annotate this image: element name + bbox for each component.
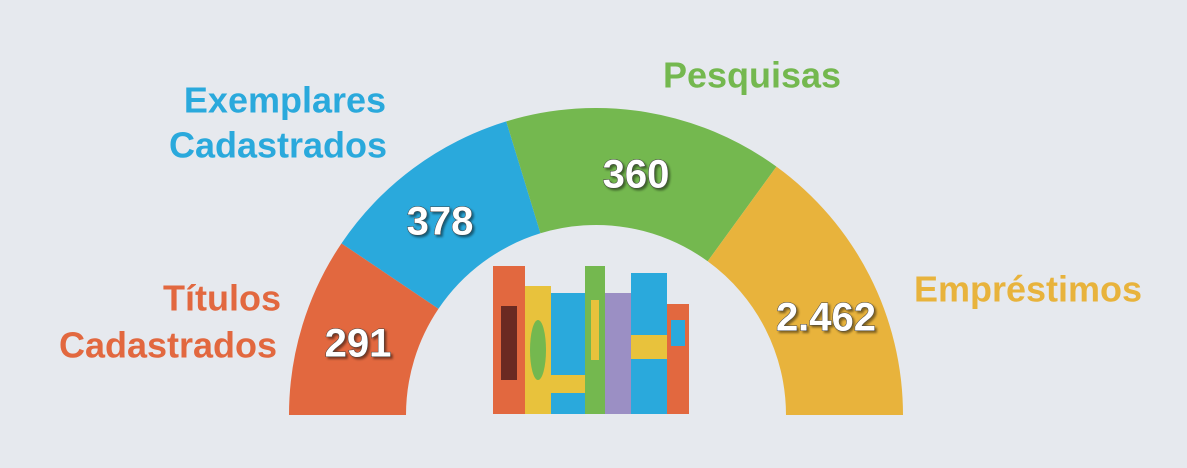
book-detail bbox=[501, 306, 517, 380]
infographic: Títulos Cadastrados 291 Exemplares Cadas… bbox=[0, 0, 1187, 468]
value: 360 bbox=[603, 153, 670, 197]
book-detail bbox=[530, 320, 546, 380]
book-detail bbox=[671, 320, 685, 346]
book bbox=[605, 293, 631, 414]
value: 291 bbox=[325, 322, 392, 366]
label: Empréstimos bbox=[914, 269, 1142, 310]
label: Cadastrados bbox=[59, 325, 277, 366]
value: 2.462 bbox=[776, 296, 876, 340]
book-detail bbox=[591, 300, 599, 360]
book-detail bbox=[551, 375, 585, 393]
label: Exemplares bbox=[184, 80, 386, 121]
book bbox=[551, 293, 585, 414]
value: 378 bbox=[407, 200, 474, 244]
book-detail bbox=[631, 335, 667, 359]
label: Cadastrados bbox=[169, 125, 387, 166]
label: Títulos bbox=[163, 278, 281, 319]
label: Pesquisas bbox=[663, 55, 841, 96]
books bbox=[493, 266, 689, 414]
